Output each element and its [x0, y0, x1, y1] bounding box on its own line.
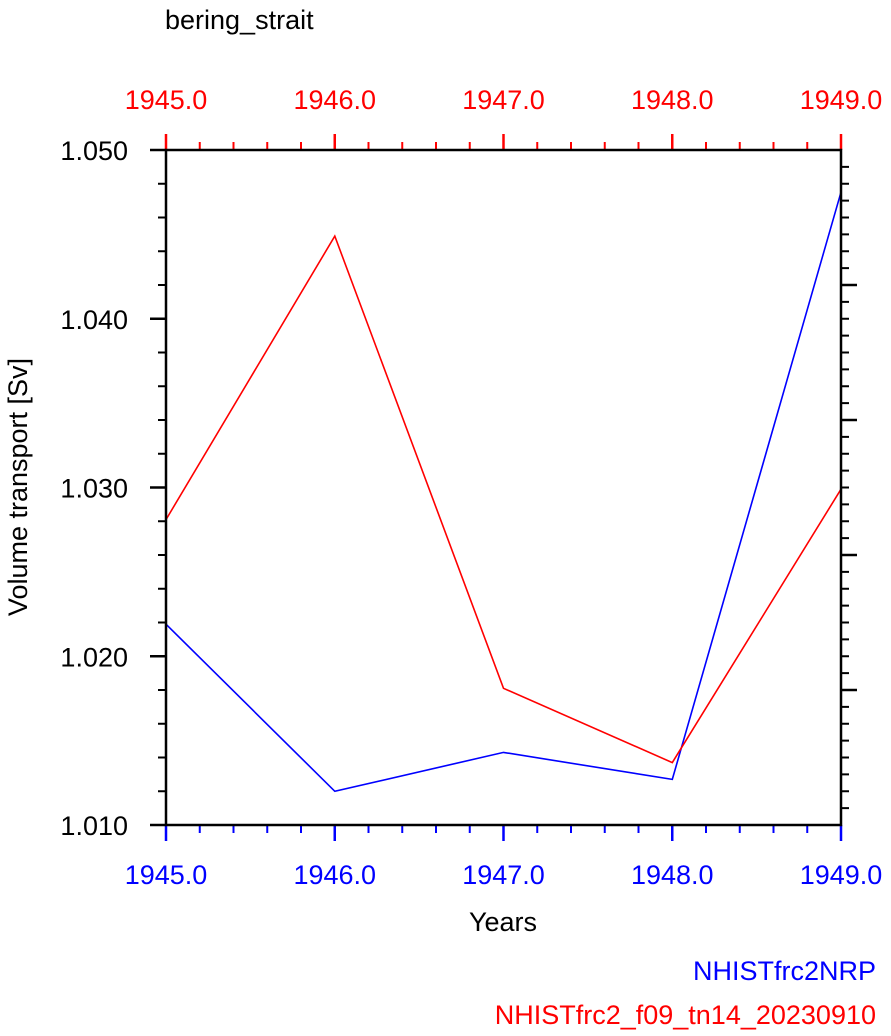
top-tick-label: 1946.0 [293, 85, 376, 115]
top-tick-label: 1949.0 [800, 85, 883, 115]
top-tick-label: 1945.0 [125, 85, 208, 115]
bottom-tick-label: 1948.0 [631, 860, 714, 890]
y-axis-label: Volume transport [Sv] [3, 358, 33, 616]
y-tick-label: 1.050 [60, 136, 128, 166]
top-x-axis: 1945.0 1946.0 1947.0 1948.0 1949.0 [125, 85, 883, 150]
bottom-tick-label: 1946.0 [293, 860, 376, 890]
bottom-x-axis: 1945.0 1946.0 1947.0 1948.0 1949.0 [125, 825, 883, 890]
right-axis-ticks [841, 165, 857, 810]
x-axis-label: Years [469, 907, 537, 937]
series-line-1 [165, 191, 842, 793]
series-line-2 [165, 234, 842, 764]
bottom-tick-label: 1949.0 [800, 860, 883, 890]
bottom-tick-label: 1945.0 [125, 860, 208, 890]
chart-title: bering_strait [165, 5, 314, 35]
top-tick-label: 1947.0 [462, 85, 545, 115]
top-tick-label: 1948.0 [631, 85, 714, 115]
y-tick-label: 1.040 [60, 305, 128, 335]
y-tick-label: 1.030 [60, 474, 128, 504]
series-lines [165, 191, 842, 793]
y-axis: 1.010 1.020 1.030 1.040 1.050 [60, 136, 166, 841]
plot-frame [164, 148, 843, 827]
legend-entry-2: NHISTfrc2_f09_tn14_20230910 [495, 1000, 876, 1030]
y-tick-label: 1.010 [60, 811, 128, 841]
y-tick-label: 1.020 [60, 642, 128, 672]
legend-entry-1: NHISTfrc2NRP [693, 956, 876, 986]
bottom-tick-label: 1947.0 [462, 860, 545, 890]
